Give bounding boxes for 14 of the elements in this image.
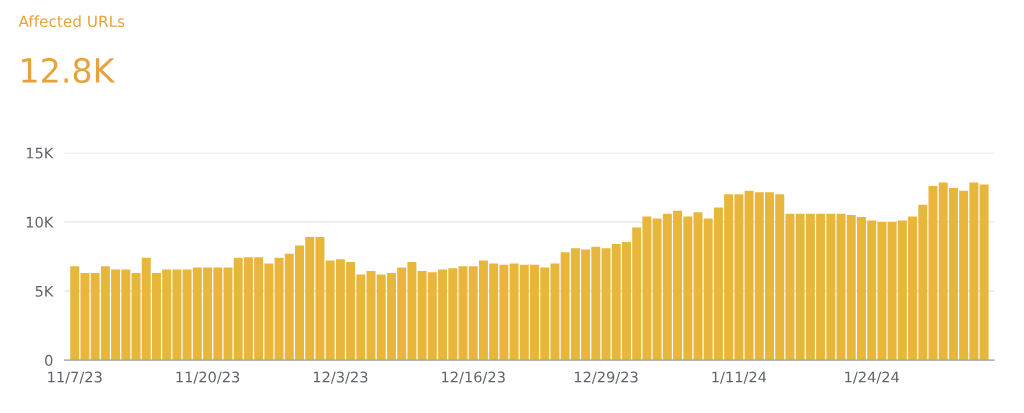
y-tick-label: 10K (26, 216, 54, 228)
x-tick-label: 12/29/23 (574, 371, 638, 384)
x-tick-label: 11/20/23 (176, 371, 240, 384)
chart-title: Affected URLs (18, 15, 125, 28)
y-tick-label: 15K (26, 147, 54, 159)
x-tick-label: 12/16/23 (442, 371, 505, 384)
y-tick-label: 5K (35, 285, 54, 297)
y-tick-label: 0 (45, 354, 53, 366)
x-tick-label: 11/7/23 (48, 371, 102, 384)
chart-subtitle: 12.8K (22, 57, 116, 84)
x-tick-label: 1/24/24 (845, 371, 899, 384)
x-tick-label: 12/3/23 (313, 371, 368, 384)
x-tick-label: 1/11/24 (712, 371, 767, 384)
bar (979, 184, 989, 361)
